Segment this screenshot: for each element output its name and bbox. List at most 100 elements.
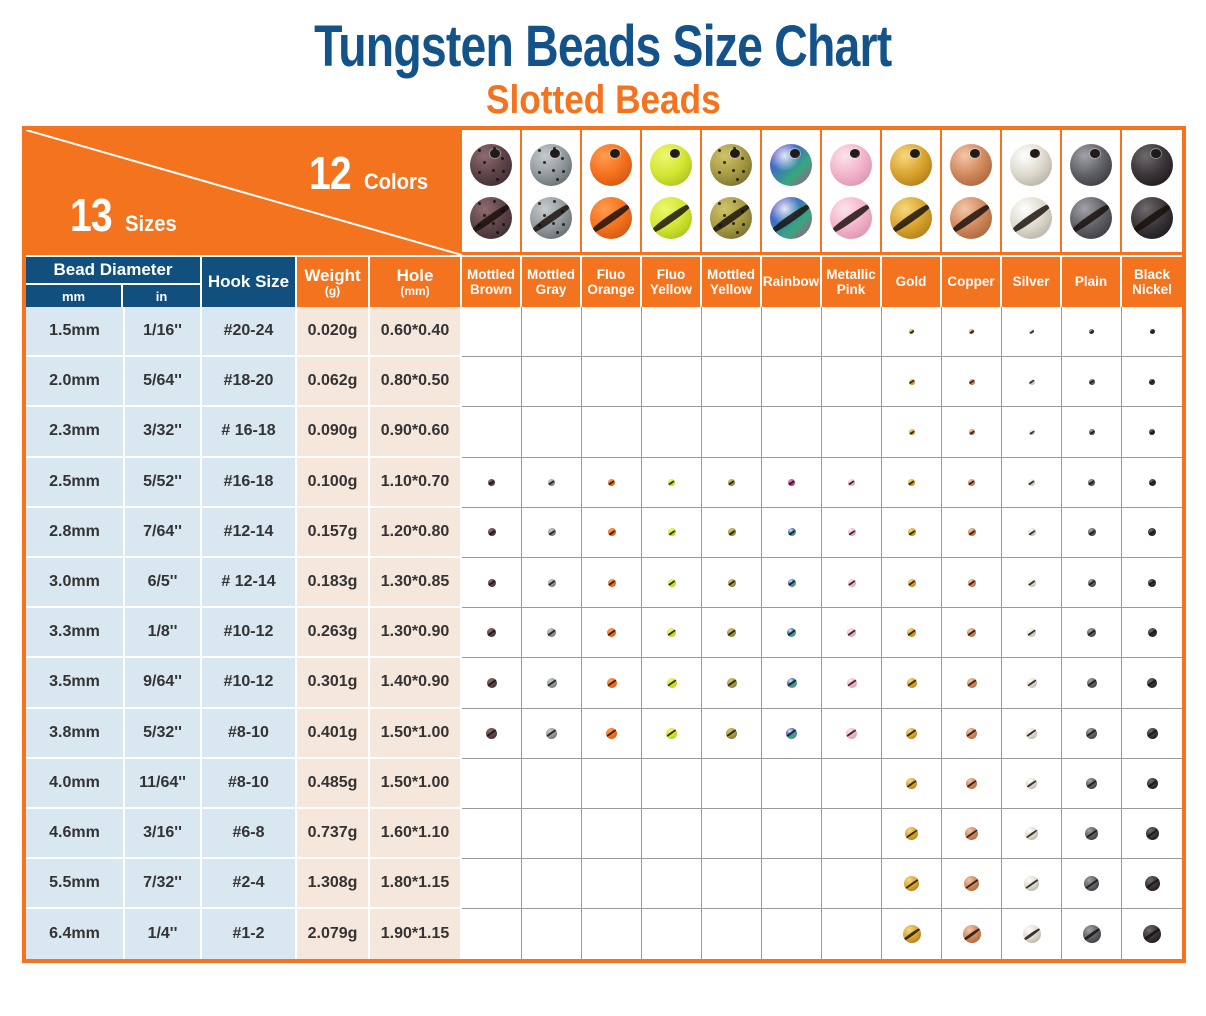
metallic-pink-bead-front bbox=[830, 143, 872, 186]
cell-hole: 1.10*0.70 bbox=[370, 457, 462, 508]
availability-cell-metallic-pink bbox=[822, 658, 882, 709]
cell-bead-diameter-in: 6/5'' bbox=[125, 557, 202, 609]
bead-slot bbox=[606, 679, 617, 688]
availability-cell-rainbow bbox=[762, 357, 822, 408]
availability-cell-gold bbox=[882, 708, 942, 759]
availability-cell-copper bbox=[942, 307, 1002, 358]
bead-slot bbox=[667, 629, 676, 638]
gold-bead-dot bbox=[907, 628, 916, 638]
mottled-gray-bead-dot bbox=[546, 727, 557, 739]
plain-bead-dot bbox=[1087, 578, 1096, 587]
bead-slot bbox=[727, 529, 736, 537]
availability-cell-gold bbox=[882, 909, 942, 960]
bead-slot bbox=[1029, 329, 1034, 335]
bead-speckle bbox=[538, 202, 542, 206]
cell-weight: 2.079g bbox=[297, 909, 370, 960]
black-nickel-bead-dot bbox=[1147, 677, 1157, 688]
color-header-fluo-orange: Fluo Orange bbox=[582, 255, 642, 307]
availability-cell-silver bbox=[1002, 909, 1062, 960]
availability-cell-metallic-pink bbox=[822, 307, 882, 358]
availability-cell-fluo-yellow bbox=[642, 608, 702, 659]
cell-weight: 0.157g bbox=[297, 507, 370, 558]
silver-bead-dot bbox=[1026, 727, 1037, 739]
availability-cell-gold bbox=[882, 457, 942, 508]
availability-cell-black-nickel bbox=[1122, 658, 1182, 709]
cell-hook-size: #1-2 bbox=[202, 909, 297, 960]
availability-cell-gold bbox=[882, 758, 942, 809]
availability-cell-mottled-brown bbox=[462, 557, 522, 609]
bead-slot bbox=[666, 728, 677, 738]
bead-speckle bbox=[551, 168, 555, 172]
metallic-pink-bead-dot bbox=[847, 528, 856, 537]
color-header-metallic-pink: Metallic Pink bbox=[822, 255, 882, 307]
bead-slot bbox=[546, 728, 557, 738]
bead-speckle bbox=[718, 149, 722, 153]
availability-cell-plain bbox=[1062, 859, 1122, 910]
availability-cell-mottled-yellow bbox=[702, 557, 762, 609]
mottled-brown-bead-dot bbox=[487, 628, 496, 638]
bead-speckle bbox=[733, 200, 737, 204]
fluo-yellow-bead-slotted bbox=[650, 196, 692, 239]
availability-cell-mottled-gray bbox=[522, 708, 582, 759]
availability-cell-fluo-orange bbox=[582, 658, 642, 709]
availability-cell-mottled-brown bbox=[462, 507, 522, 558]
availability-cell-gold bbox=[882, 658, 942, 709]
cell-bead-diameter-mm: 1.5mm bbox=[26, 307, 125, 358]
availability-cell-mottled-gray bbox=[522, 658, 582, 709]
black-nickel-bead-dot bbox=[1143, 925, 1161, 944]
bead-speckle bbox=[482, 161, 486, 165]
availability-cell-mottled-brown bbox=[462, 758, 522, 809]
availability-cell-fluo-orange bbox=[582, 457, 642, 508]
bead-photo-cell-mottled-brown bbox=[462, 130, 522, 255]
availability-cell-mottled-gray bbox=[522, 909, 582, 960]
availability-cell-mottled-gray bbox=[522, 758, 582, 809]
silver-bead-dot bbox=[1027, 528, 1036, 537]
plain-bead-slotted bbox=[1070, 196, 1112, 239]
bead-speckle bbox=[556, 230, 560, 234]
color-header-gold: Gold bbox=[882, 255, 942, 307]
bead-slot bbox=[607, 629, 616, 638]
bead-slot bbox=[546, 679, 557, 688]
availability-cell-rainbow bbox=[762, 658, 822, 709]
bead-slot bbox=[907, 629, 916, 638]
bead-slot bbox=[906, 728, 917, 738]
mottled-gray-bead-dot bbox=[548, 478, 555, 486]
bead-speckle bbox=[482, 214, 486, 218]
bead-slot bbox=[1087, 579, 1096, 587]
bead-slot bbox=[1026, 679, 1037, 688]
cell-hook-size: #6-8 bbox=[202, 808, 297, 860]
bead-slot bbox=[650, 201, 692, 236]
availability-cell-mottled-yellow bbox=[702, 758, 762, 809]
availability-cell-copper bbox=[942, 909, 1002, 960]
availability-cell-fluo-yellow bbox=[642, 808, 702, 860]
availability-cell-copper bbox=[942, 357, 1002, 408]
bead-speckle bbox=[717, 171, 721, 175]
bead-slot bbox=[1147, 679, 1157, 688]
copper-bead-dot bbox=[969, 329, 974, 335]
cell-bead-diameter-mm: 6.4mm bbox=[26, 909, 125, 960]
bead-slot bbox=[965, 828, 978, 839]
bead-speckle bbox=[561, 209, 565, 213]
silver-bead-dot bbox=[1022, 925, 1041, 944]
silver-bead-dot bbox=[1026, 777, 1037, 789]
cell-hole: 1.20*0.80 bbox=[370, 507, 462, 558]
bead-photo-cell-black-nickel bbox=[1122, 130, 1182, 255]
silver-bead-dot bbox=[1028, 478, 1035, 486]
availability-cell-black-nickel bbox=[1122, 457, 1182, 508]
mottled-gray-bead-dot bbox=[547, 578, 556, 587]
plain-bead-dot bbox=[1085, 826, 1098, 840]
bead-slot bbox=[1010, 201, 1052, 236]
availability-cell-plain bbox=[1062, 507, 1122, 558]
availability-cell-copper bbox=[942, 758, 1002, 809]
plain-bead-dot bbox=[1086, 727, 1097, 739]
cell-bead-diameter-in: 3/32'' bbox=[125, 407, 202, 458]
availability-cell-gold bbox=[882, 808, 942, 860]
bead-photo-cell-rainbow bbox=[762, 130, 822, 255]
availability-cell-black-nickel bbox=[1122, 909, 1182, 960]
bead-slot bbox=[470, 201, 512, 236]
bead-slot bbox=[786, 728, 797, 738]
bead-slot bbox=[487, 529, 496, 537]
availability-cell-black-nickel bbox=[1122, 507, 1182, 558]
cell-weight: 0.100g bbox=[297, 457, 370, 508]
gold-bead-dot bbox=[908, 378, 915, 385]
